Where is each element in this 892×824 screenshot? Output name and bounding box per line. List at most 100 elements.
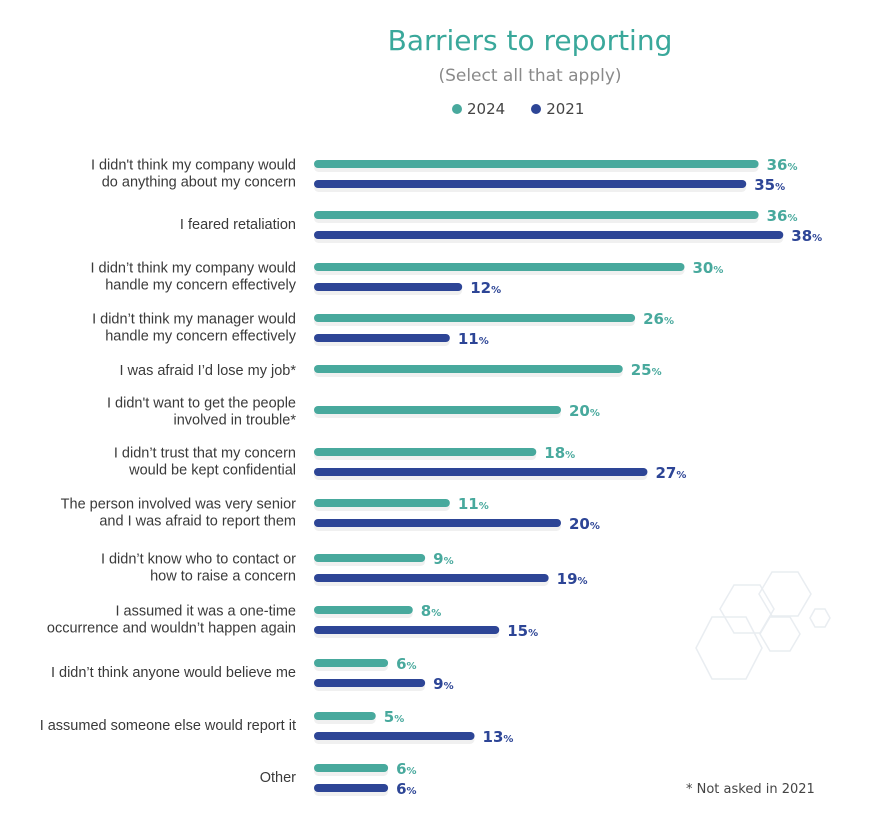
- value-label-2024: 26%: [643, 310, 674, 328]
- bar-2024: [314, 406, 561, 414]
- value-number: 11: [458, 495, 479, 513]
- category-label-line: I didn’t think my company would: [90, 261, 296, 277]
- bar-2024: [314, 606, 413, 614]
- bar-2021: [314, 574, 549, 582]
- bar-2024: [314, 211, 759, 219]
- value-unit: %: [565, 450, 575, 461]
- value-number: 5: [384, 708, 394, 726]
- category-label-line: I feared retaliation: [180, 217, 296, 233]
- chart-title: Barriers to reporting: [387, 24, 673, 57]
- value-unit: %: [775, 182, 785, 193]
- legend: 2024 2021: [452, 100, 584, 118]
- legend-dot-2024: [452, 104, 462, 114]
- category-label-line: handle my concern effectively: [105, 329, 297, 345]
- value-number: 27: [655, 464, 676, 482]
- value-number: 20: [569, 402, 590, 420]
- value-label-2024: 5%: [384, 708, 404, 726]
- bar-2021: [314, 679, 426, 687]
- legend-label-2024: 2024: [467, 100, 506, 118]
- value-label-2024: 36%: [767, 207, 798, 225]
- value-unit: %: [491, 285, 501, 296]
- value-unit: %: [590, 521, 600, 532]
- category-label: I didn’t trust that my concern would be k…: [114, 446, 296, 479]
- value-number: 8: [421, 602, 431, 620]
- value-number: 9: [433, 550, 443, 568]
- category-label: I feared retaliation: [180, 217, 296, 233]
- value-number: 9: [433, 675, 443, 693]
- value-unit: %: [503, 734, 513, 745]
- value-label-2021: 38%: [791, 227, 822, 245]
- value-label-2024: 30%: [693, 259, 724, 277]
- category-label: I didn’t think anyone would believe me: [51, 665, 296, 681]
- value-unit: %: [578, 576, 588, 587]
- value-number: 26: [643, 310, 664, 328]
- value-label-2024: 20%: [569, 402, 600, 420]
- category-label-line: involved in trouble*: [173, 413, 296, 429]
- value-unit: %: [528, 628, 538, 639]
- value-unit: %: [787, 213, 797, 224]
- bar-2021: [314, 732, 475, 740]
- footnote: * Not asked in 2021: [686, 782, 815, 797]
- category-label: I was afraid I’d lose my job*: [120, 363, 297, 379]
- value-unit: %: [431, 608, 441, 619]
- bar-2024: [314, 314, 636, 322]
- value-number: 36: [767, 207, 788, 225]
- value-label-2024: 25%: [631, 361, 662, 379]
- value-number: 38: [791, 227, 812, 245]
- value-number: 20: [569, 515, 590, 533]
- category-label-line: would be kept confidential: [128, 463, 296, 479]
- chart-subtitle: (Select all that apply): [438, 66, 622, 86]
- value-label-2024: 8%: [421, 602, 441, 620]
- category-label: Other: [260, 770, 296, 786]
- category-label-line: I didn’t think anyone would believe me: [51, 665, 296, 681]
- legend-item-2024: 2024: [452, 100, 505, 118]
- category-label: I assumed it was a one-time occurrence an…: [47, 604, 296, 637]
- value-number: 30: [693, 259, 714, 277]
- bar-2021: [314, 231, 784, 239]
- value-unit: %: [394, 714, 404, 725]
- bar-2024: [314, 263, 685, 271]
- value-unit: %: [590, 408, 600, 419]
- category-label: I didn’t think my manager would handle my…: [92, 312, 297, 345]
- category-label: The person involved was very senior and I…: [61, 497, 297, 530]
- bar-2021: [314, 334, 450, 342]
- value-label-2021: 9%: [433, 675, 453, 693]
- bar-2024: [314, 712, 376, 720]
- value-unit: %: [479, 336, 489, 347]
- value-label-2024: 6%: [396, 655, 416, 673]
- value-unit: %: [444, 556, 454, 567]
- value-label-2021: 6%: [396, 780, 416, 798]
- value-label-2021: 15%: [507, 622, 538, 640]
- value-unit: %: [407, 786, 417, 797]
- value-label-2024: 36%: [767, 156, 798, 174]
- category-label: I didn't think my company would do anythi…: [91, 158, 296, 191]
- bar-2024: [314, 554, 426, 562]
- bar-2021: [314, 519, 561, 527]
- value-label-2021: 20%: [569, 515, 600, 533]
- legend-label-2021: 2021: [546, 100, 585, 118]
- value-unit: %: [407, 661, 417, 672]
- category-label-line: Other: [260, 770, 296, 786]
- value-label-2024: 11%: [458, 495, 489, 513]
- value-unit: %: [479, 501, 489, 512]
- hexagon-decoration: [695, 571, 831, 680]
- category-label: I didn’t think my company would handle my…: [90, 261, 296, 294]
- bar-2021: [314, 180, 747, 188]
- value-unit: %: [787, 162, 797, 173]
- value-number: 11: [458, 330, 479, 348]
- value-label-2021: 12%: [470, 279, 501, 297]
- value-unit: %: [676, 470, 686, 481]
- value-unit: %: [713, 265, 723, 276]
- category-label-line: I didn’t know who to contact or: [101, 552, 296, 568]
- bar-2021: [314, 784, 389, 792]
- bar-2024: [314, 160, 759, 168]
- category-label-line: do anything about my concern: [102, 175, 296, 191]
- bar-2021: [314, 468, 648, 476]
- category-label: I didn't want to get the people involved …: [107, 396, 296, 429]
- category-label-line: The person involved was very senior: [61, 497, 297, 513]
- value-number: 19: [557, 570, 578, 588]
- value-label-2024: 18%: [544, 444, 575, 462]
- value-label-2021: 11%: [458, 330, 489, 348]
- value-label-2024: 6%: [396, 760, 416, 778]
